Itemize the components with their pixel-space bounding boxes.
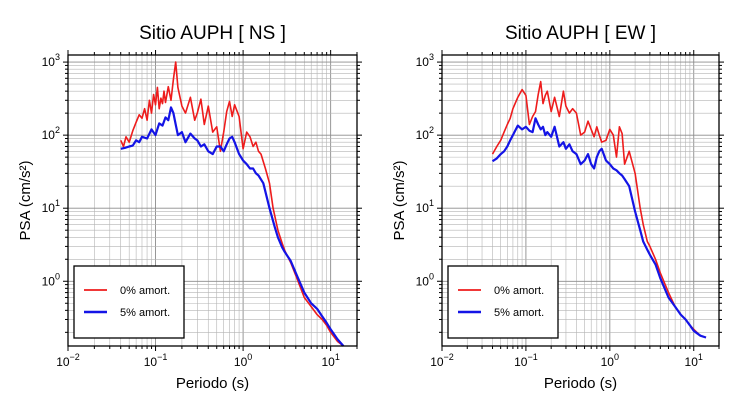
tick-base: 10 (144, 355, 158, 369)
y-tick-label: 100 (416, 271, 434, 288)
x-tick-label: 101 (685, 352, 703, 369)
x-tick-label: 10−1 (144, 352, 168, 369)
y-tick-label: 103 (42, 52, 60, 69)
tick-exponent: 0 (429, 271, 434, 281)
x-tick-label: 100 (601, 352, 619, 369)
tick-base: 10 (234, 355, 248, 369)
y-axis-label: PSA (cm/s²) (17, 160, 34, 240)
tick-base: 10 (42, 201, 56, 215)
plot-frame (441, 54, 720, 347)
legend-label: 5% amort. (120, 307, 170, 319)
series-line-damping-0 (119, 61, 344, 347)
tick-base: 10 (416, 201, 430, 215)
x-tick-label: 10−1 (514, 352, 538, 369)
y-tick-label: 101 (42, 198, 60, 215)
x-axis-label: Periodo (s) (176, 375, 249, 392)
y-tick-label: 103 (416, 52, 434, 69)
chart-title: Sitio AUPH [ EW ] (505, 23, 656, 44)
y-tick-label: 102 (42, 125, 60, 142)
chart-title: Sitio AUPH [ NS ] (139, 23, 286, 44)
legend-box (447, 265, 559, 339)
legend-label: 0% amort. (120, 285, 170, 297)
tick-exponent: −2 (444, 352, 454, 362)
tick-base: 10 (601, 355, 615, 369)
legend: 0% amort. 5% amort. (73, 265, 185, 339)
tick-exponent: 3 (55, 52, 60, 62)
tick-exponent: 2 (429, 125, 434, 135)
tick-base: 10 (430, 355, 444, 369)
grid-lines (441, 55, 720, 346)
series-line-damping-5 (491, 117, 707, 339)
tick-base: 10 (685, 355, 699, 369)
tick-base: 10 (56, 355, 70, 369)
y-tick-label: 100 (42, 271, 60, 288)
y-tick-label: 102 (416, 125, 434, 142)
tick-exponent: 1 (55, 198, 60, 208)
tick-base: 10 (416, 55, 430, 69)
legend: 0% amort. 5% amort. (447, 265, 559, 339)
y-tick-label: 101 (416, 198, 434, 215)
tick-exponent: 1 (335, 352, 340, 362)
x-tick-label: 100 (234, 352, 252, 369)
legend-label: 5% amort. (494, 307, 544, 319)
tick-base: 10 (42, 128, 56, 142)
tick-exponent: −1 (157, 352, 167, 362)
plot-frame (67, 54, 358, 347)
tick-exponent: 0 (247, 352, 252, 362)
tick-exponent: 1 (698, 352, 703, 362)
tick-exponent: 1 (429, 198, 434, 208)
axis-ticks (63, 50, 362, 351)
tick-base: 10 (416, 128, 430, 142)
y-axis-label: PSA (cm/s²) (391, 160, 408, 240)
tick-exponent: 0 (614, 352, 619, 362)
legend-label: 0% amort. (494, 285, 544, 297)
tick-base: 10 (321, 355, 335, 369)
tick-exponent: −2 (70, 352, 80, 362)
tick-base: 10 (42, 55, 56, 69)
tick-exponent: 3 (429, 52, 434, 62)
tick-exponent: 2 (55, 125, 60, 135)
series-line-damping-0 (491, 80, 707, 339)
tick-exponent: 0 (55, 271, 60, 281)
legend-box (73, 265, 185, 339)
tick-base: 10 (42, 274, 56, 288)
x-axis-label: Periodo (s) (544, 375, 617, 392)
tick-base: 10 (514, 355, 528, 369)
x-tick-label: 101 (321, 352, 339, 369)
x-tick-label: 10−2 (430, 352, 454, 369)
axis-ticks (437, 50, 724, 351)
tick-exponent: −1 (527, 352, 537, 362)
x-tick-label: 10−2 (56, 352, 80, 369)
series-line-damping-5 (120, 106, 345, 347)
tick-base: 10 (416, 274, 430, 288)
